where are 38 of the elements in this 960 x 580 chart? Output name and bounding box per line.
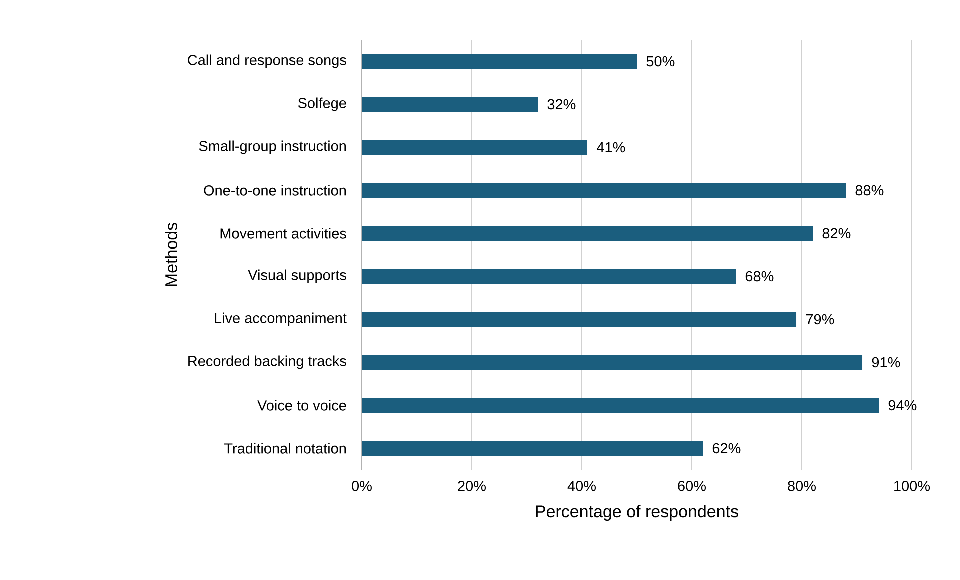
y-tick-label: Live accompaniment	[215, 312, 347, 326]
y-tick-label: Recorded backing tracks	[188, 356, 346, 370]
data-label: 62%	[712, 443, 741, 454]
bar	[362, 140, 588, 155]
bar	[362, 97, 538, 112]
y-tick-label: Call and response songs	[188, 54, 346, 68]
data-label: 32%	[548, 99, 576, 110]
x-tick-label: 80%	[788, 481, 816, 492]
x-tick-label: 60%	[678, 481, 706, 492]
bar	[362, 355, 863, 370]
x-axis-title: Percentage of respondents	[536, 505, 738, 522]
y-tick-label: Visual supports	[248, 270, 346, 284]
x-tick-label: 100%	[894, 481, 930, 492]
data-label: 94%	[888, 400, 917, 411]
data-label: 79%	[806, 314, 834, 325]
bar	[362, 183, 846, 198]
y-tick-label: Small-group instruction	[199, 140, 346, 154]
x-tick-label: 40%	[568, 481, 596, 492]
y-tick-label: Voice to voice	[258, 400, 346, 411]
data-label: 82%	[822, 228, 851, 239]
y-axis-title: Methods	[165, 223, 178, 286]
bar	[362, 398, 880, 414]
y-tick-label: Movement activities	[220, 228, 346, 239]
data-label: 41%	[597, 142, 626, 153]
data-label: 91%	[872, 357, 900, 368]
y-tick-label: One-to-one instruction	[204, 185, 346, 196]
y-tick-label: Traditional notation	[224, 443, 346, 454]
bar	[362, 226, 814, 242]
bar	[362, 312, 797, 328]
data-label: 88%	[856, 185, 884, 196]
y-tick-label: Solfege	[298, 98, 346, 112]
x-tick-label: 0%	[352, 481, 372, 492]
bar	[362, 441, 704, 456]
bar	[362, 54, 638, 69]
data-label: 68%	[746, 271, 774, 282]
x-tick-label: 20%	[458, 481, 486, 492]
data-label: 50%	[646, 56, 675, 67]
bar	[362, 269, 736, 284]
